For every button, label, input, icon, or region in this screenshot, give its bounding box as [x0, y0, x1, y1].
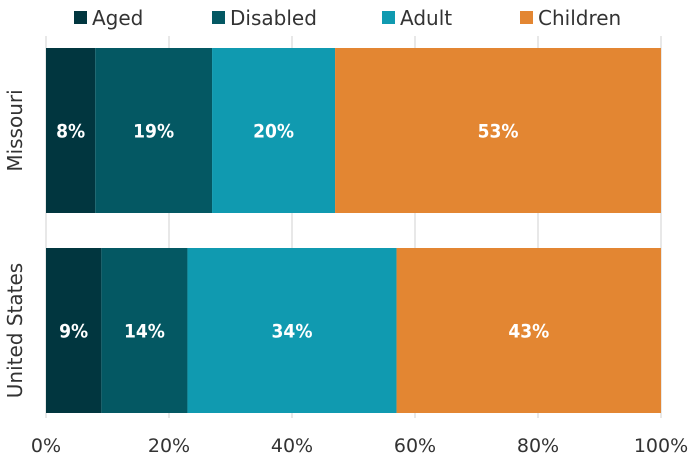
- legend: Aged Disabled Adult Children: [74, 6, 621, 30]
- x-tick-label: 60%: [394, 435, 436, 457]
- x-tick-label: 100%: [634, 435, 688, 457]
- bar-disabled-united-states: [101, 248, 188, 413]
- legend-label-adult: Adult: [400, 6, 452, 30]
- legend-swatch-adult: [382, 11, 395, 24]
- data-label: 19%: [133, 121, 174, 143]
- data-label: 34%: [272, 321, 313, 343]
- bars: [46, 48, 661, 413]
- x-tick-label: 0%: [31, 435, 61, 457]
- category-labels: Missouri United States: [3, 89, 27, 398]
- data-labels: 8% 19% 20% 53% 9% 14% 34% 43%: [56, 121, 549, 343]
- legend-swatch-disabled: [212, 11, 225, 24]
- x-tick-label: 20%: [148, 435, 190, 457]
- data-label: 43%: [508, 321, 549, 343]
- legend-label-aged: Aged: [92, 6, 143, 30]
- data-label: 20%: [253, 121, 294, 143]
- data-label: 53%: [478, 121, 519, 143]
- legend-label-children: Children: [538, 6, 621, 30]
- bar-aged-missouri: [46, 48, 96, 213]
- bar-disabled-missouri: [95, 48, 213, 213]
- bar-aged-united-states: [46, 248, 102, 413]
- legend-swatch-aged: [74, 11, 87, 24]
- data-label: 9%: [59, 321, 88, 343]
- legend-label-disabled: Disabled: [230, 6, 317, 30]
- bar-adult-missouri: [212, 48, 336, 213]
- bar-adult-united-states: [187, 248, 397, 413]
- data-label: 8%: [56, 121, 85, 143]
- x-tick-label: 80%: [517, 435, 559, 457]
- bar-children-united-states: [396, 248, 661, 413]
- category-label: United States: [3, 263, 27, 398]
- legend-swatch-children: [520, 11, 533, 24]
- data-label: 14%: [124, 321, 165, 343]
- x-axis-ticks: 0% 20% 40% 60% 80% 100%: [31, 435, 688, 457]
- category-label: Missouri: [3, 89, 27, 171]
- x-tick-label: 40%: [271, 435, 313, 457]
- bar-children-missouri: [335, 48, 661, 213]
